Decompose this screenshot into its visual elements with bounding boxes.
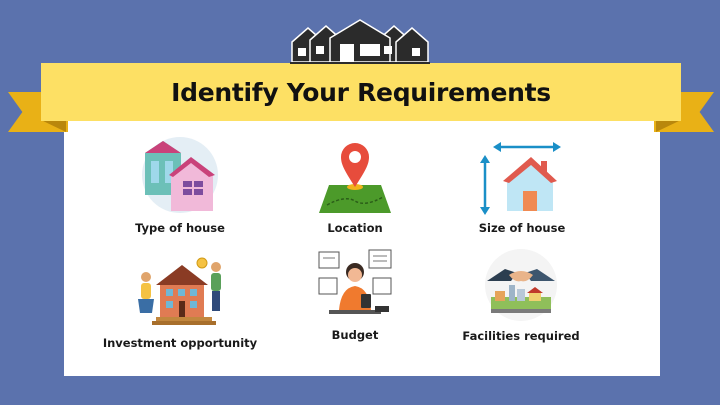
page-title: Identify Your Requirements — [171, 77, 551, 107]
requirement-type-of-house: Type of house — [120, 135, 240, 235]
requirement-label: Facilities required — [462, 329, 580, 343]
handshake-town-icon — [476, 247, 566, 323]
investors-house-icon — [130, 250, 230, 330]
title-banner: Identify Your Requirements — [41, 63, 681, 121]
requirement-label: Size of house — [478, 221, 566, 235]
requirement-facilities-required: Facilities required — [455, 247, 587, 343]
requirement-label: Investment opportunity — [102, 336, 258, 350]
budget-planning-icon — [310, 248, 400, 322]
requirement-investment-opportunity: Investment opportunity — [100, 250, 260, 350]
map-pin-icon — [310, 135, 400, 215]
house-size-icon — [477, 135, 567, 215]
houses-logo-icon — [290, 19, 430, 64]
requirement-label: Budget — [331, 328, 379, 342]
requirement-budget: Budget — [300, 248, 410, 342]
requirement-location: Location — [300, 135, 410, 235]
requirement-label: Location — [327, 221, 383, 235]
colorful-houses-icon — [135, 135, 225, 215]
requirement-label: Type of house — [135, 221, 225, 235]
requirement-size-of-house: Size of house — [462, 135, 582, 235]
